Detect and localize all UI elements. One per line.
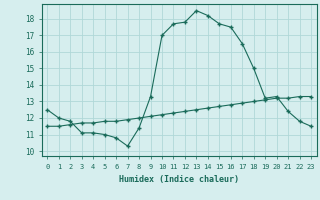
X-axis label: Humidex (Indice chaleur): Humidex (Indice chaleur) (119, 175, 239, 184)
